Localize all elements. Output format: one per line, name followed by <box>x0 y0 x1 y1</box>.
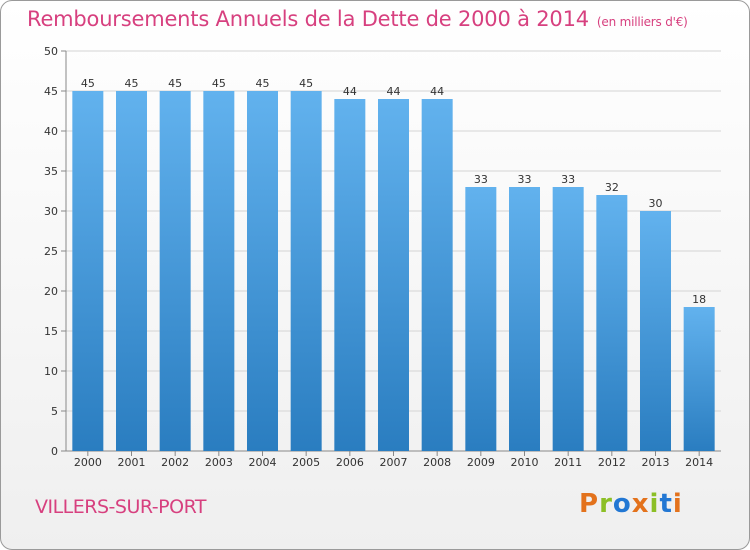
bar <box>509 187 540 451</box>
bar <box>421 99 453 451</box>
bar-value-label: 44 <box>430 85 444 98</box>
commune-name: VILLERS-SUR-PORT <box>35 496 207 518</box>
bar-value-label: 44 <box>387 85 401 98</box>
logo-letter: t <box>659 489 673 519</box>
x-tick-label: 2003 <box>205 456 233 469</box>
x-tick-label: 2004 <box>249 456 277 469</box>
bar-value-label: 30 <box>649 197 663 210</box>
bar <box>247 91 278 451</box>
title-text: Remboursements Annuels de la Dette de 20… <box>27 7 589 31</box>
bar-value-label: 45 <box>125 77 139 90</box>
logo-letter: x <box>631 489 650 519</box>
bar-value-label: 45 <box>168 77 182 90</box>
labels: 0 5 10 15 20 25 30 35 40 45 50 45 2000 45 2001 45 2002 45… <box>44 45 713 469</box>
bar <box>72 91 104 451</box>
bar <box>159 91 191 451</box>
x-tick-label: 2005 <box>292 456 320 469</box>
title-unit: (en milliers d'€) <box>596 15 688 29</box>
logo-letter: i <box>672 489 683 519</box>
bar-value-label: 33 <box>474 173 488 186</box>
bar <box>334 99 366 451</box>
x-tick-label: 2014 <box>685 456 713 469</box>
y-tick-label: 35 <box>44 165 58 178</box>
bar-value-label: 44 <box>343 85 357 98</box>
x-tick-label: 2008 <box>423 456 451 469</box>
bar-value-label: 33 <box>518 173 532 186</box>
bar-value-label: 45 <box>81 77 95 90</box>
y-tick-label: 45 <box>44 85 58 98</box>
x-tick-label: 2012 <box>598 456 626 469</box>
bar <box>465 187 497 451</box>
x-tick-label: 2007 <box>380 456 408 469</box>
y-tick-label: 0 <box>51 445 58 458</box>
bar <box>116 91 147 451</box>
x-tick-label: 2006 <box>336 456 364 469</box>
x-tick-label: 2011 <box>554 456 582 469</box>
y-tick-label: 40 <box>44 125 58 138</box>
bar <box>552 187 584 451</box>
bar <box>290 91 322 451</box>
y-tick-label: 25 <box>44 245 58 258</box>
bar <box>683 307 715 451</box>
y-tick-label: 50 <box>44 45 58 58</box>
logo-letter: i <box>649 489 660 519</box>
y-tick-label: 15 <box>44 325 58 338</box>
bar-value-label: 32 <box>605 181 619 194</box>
bars <box>72 91 715 451</box>
bar-value-label: 45 <box>212 77 226 90</box>
bar-value-label: 45 <box>299 77 313 90</box>
bar <box>378 99 409 451</box>
x-tick-label: 2002 <box>161 456 189 469</box>
x-tick-label: 2013 <box>642 456 670 469</box>
y-tick-label: 5 <box>51 405 58 418</box>
x-tick-label: 2000 <box>74 456 102 469</box>
bar-value-label: 45 <box>256 77 270 90</box>
bar-value-label: 18 <box>692 293 706 306</box>
x-tick-label: 2010 <box>511 456 539 469</box>
y-tick-label: 20 <box>44 285 58 298</box>
chart-title: Remboursements Annuels de la Dette de 20… <box>27 7 688 31</box>
y-tick-label: 30 <box>44 205 58 218</box>
x-tick-label: 2001 <box>118 456 146 469</box>
proxiti-logo: Proxiti <box>579 489 683 519</box>
logo-letter: r <box>599 489 613 519</box>
logo-letter: o <box>612 489 632 519</box>
logo-letter: P <box>579 489 600 519</box>
y-tick-label: 10 <box>44 365 58 378</box>
bar-value-label: 33 <box>561 173 575 186</box>
bar <box>640 211 671 451</box>
bar <box>203 91 235 451</box>
bar <box>596 195 628 451</box>
x-tick-label: 2009 <box>467 456 495 469</box>
